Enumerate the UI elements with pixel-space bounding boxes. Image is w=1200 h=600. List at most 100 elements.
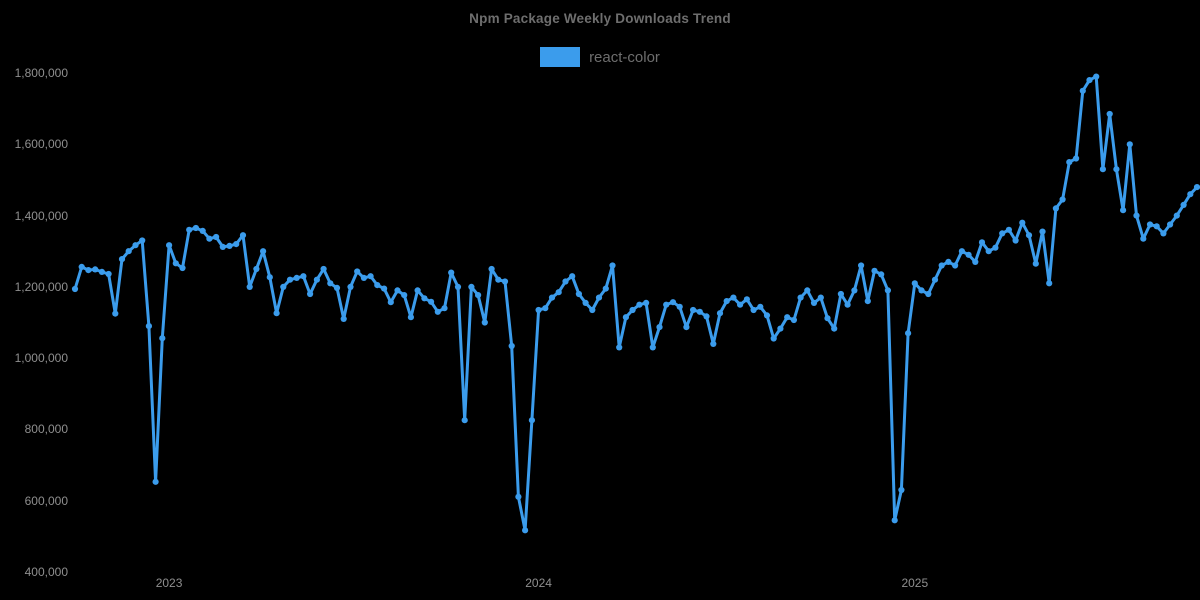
data-point-marker [616,344,623,351]
data-point-marker [159,335,166,342]
data-point-marker [1079,87,1086,94]
data-point-marker [448,269,455,276]
data-point-marker [562,278,569,285]
data-point-marker [1019,219,1026,226]
y-tick-label: 1,600,000 [14,137,68,152]
data-point-marker [139,237,146,244]
data-point-marker [488,265,495,273]
data-point-marker [327,280,334,287]
data-point-marker [1093,73,1100,80]
data-point-marker [1126,141,1133,148]
data-point-marker [1146,221,1154,228]
data-point-marker [643,299,650,306]
data-point-marker [1113,166,1120,173]
data-point-marker [817,294,824,301]
y-tick-label: 800,000 [24,422,68,437]
data-point-marker [972,258,979,265]
data-point-marker [1193,184,1200,191]
data-point-marker [703,313,710,320]
data-point-marker [280,283,287,290]
data-point-marker [233,241,240,248]
legend-item-react-color[interactable]: react-color [0,46,1200,68]
data-point-marker [911,280,918,287]
data-point-marker [112,310,119,317]
data-point-marker [354,268,361,275]
data-point-marker [757,303,764,310]
data-point-marker [333,284,341,291]
data-point-marker [763,312,771,319]
data-point-marker [495,276,502,283]
data-point-marker [1140,235,1147,242]
data-point-marker [918,287,925,294]
data-point-marker [878,271,885,278]
data-point-marker [891,517,898,524]
data-point-marker [978,239,986,246]
data-point-marker [730,294,737,301]
data-point-marker [743,296,751,303]
data-point-marker [629,306,636,314]
data-point-marker [206,235,213,242]
data-point-marker [192,224,199,232]
data-point-marker [952,262,959,269]
data-point-marker [1059,196,1066,203]
data-point-marker [199,227,206,234]
data-point-marker [1046,280,1053,287]
data-point-marker [528,417,536,424]
data-point-marker [98,268,105,275]
data-point-marker [1032,260,1039,267]
data-point-marker [844,301,851,308]
data-point-marker [1073,155,1080,162]
data-point-marker [770,335,777,342]
data-point-marker [535,306,542,314]
data-point-marker [1187,191,1194,198]
data-point-marker [522,527,529,534]
data-point-marker [710,340,717,347]
data-point-marker [105,270,112,278]
data-point-marker [555,289,562,296]
data-point-marker [260,248,267,255]
data-point-marker [421,295,428,302]
data-point-marker [649,344,656,351]
data-point-marker [824,315,831,322]
data-point-marker [602,285,609,292]
y-tick-label: 400,000 [24,565,68,579]
data-point-marker [925,290,932,298]
data-point-marker [905,330,912,337]
data-point-marker [172,260,179,267]
data-point-marker [360,274,367,281]
data-point-marker [1160,230,1167,237]
data-point-marker [401,292,408,299]
data-point-marker [481,319,488,326]
data-point-marker [831,325,838,332]
data-point-marker [884,287,892,294]
data-point-marker [965,251,972,258]
data-point-marker [1120,207,1127,214]
data-point-marker [569,273,576,280]
data-point-marker [1039,228,1046,235]
data-point-marker [750,306,757,314]
data-point-marker [266,274,273,281]
data-point-marker [347,283,354,290]
data-point-marker [434,308,441,315]
data-point-marker [810,299,818,306]
data-point-marker [690,306,697,314]
data-point-marker [78,263,85,270]
legend-label: react-color [589,48,660,66]
data-point-marker [784,314,791,321]
data-point-marker [945,258,952,265]
data-point-marker [145,323,152,330]
data-point-marker [669,299,677,306]
y-tick-label: 1,400,000 [14,208,68,223]
data-point-marker [1173,212,1180,219]
data-point-marker [508,342,515,350]
data-point-marker [1180,201,1187,208]
data-point-marker [622,314,630,321]
data-point-marker [1066,159,1073,166]
data-point-marker [1005,226,1013,233]
data-point-marker [1153,223,1160,230]
data-point-marker [716,310,724,317]
data-point-marker [858,262,865,269]
data-point-marker [1133,212,1140,219]
data-point-marker [273,310,280,317]
